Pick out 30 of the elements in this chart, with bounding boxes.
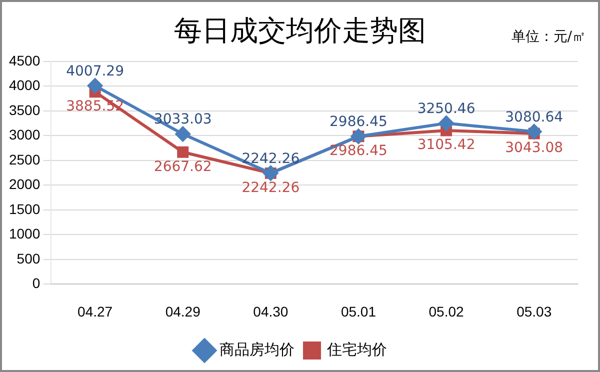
x-tick-label: 04.30 xyxy=(253,303,288,320)
x-tick-label: 04.27 xyxy=(78,303,113,320)
y-tick-label: 0 xyxy=(32,275,40,292)
y-tick-label: 2500 xyxy=(8,151,40,168)
y-tick-label: 1000 xyxy=(8,226,40,242)
data-label: 2242.26 xyxy=(242,180,300,196)
legend-label: 住宅均价 xyxy=(326,342,387,359)
data-label: 3080.64 xyxy=(505,109,564,126)
y-tick-label: 500 xyxy=(16,250,40,266)
y-tick-label: 1500 xyxy=(8,200,40,217)
y-tick-label: 2000 xyxy=(8,176,40,192)
data-label: 4007.29 xyxy=(66,63,124,80)
data-label: 2667.62 xyxy=(154,158,212,175)
x-tick-label: 05.02 xyxy=(428,303,464,320)
chart-title: 每日成交均价走势图 xyxy=(174,14,426,47)
data-label: 3043.08 xyxy=(505,140,564,156)
text: 单位：元/㎡ xyxy=(511,28,586,46)
y-tick-label: 4000 xyxy=(8,77,40,94)
x-tick-label: 05.01 xyxy=(340,303,376,320)
data-label: 2242.26 xyxy=(242,150,300,167)
y-tick-label: 3000 xyxy=(8,126,40,143)
data-label: 2986.45 xyxy=(330,114,388,130)
data-label: 2986.45 xyxy=(330,142,388,159)
x-tick-label: 05.03 xyxy=(516,303,552,320)
legend-label: 商品房均价 xyxy=(220,342,294,359)
data-label: 3250.46 xyxy=(417,100,476,117)
y-tick-label: 4500 xyxy=(8,52,40,68)
y-tick-label: 3500 xyxy=(8,102,40,118)
x-tick-label: 04.29 xyxy=(165,303,201,320)
data-label: 3105.42 xyxy=(417,137,476,154)
